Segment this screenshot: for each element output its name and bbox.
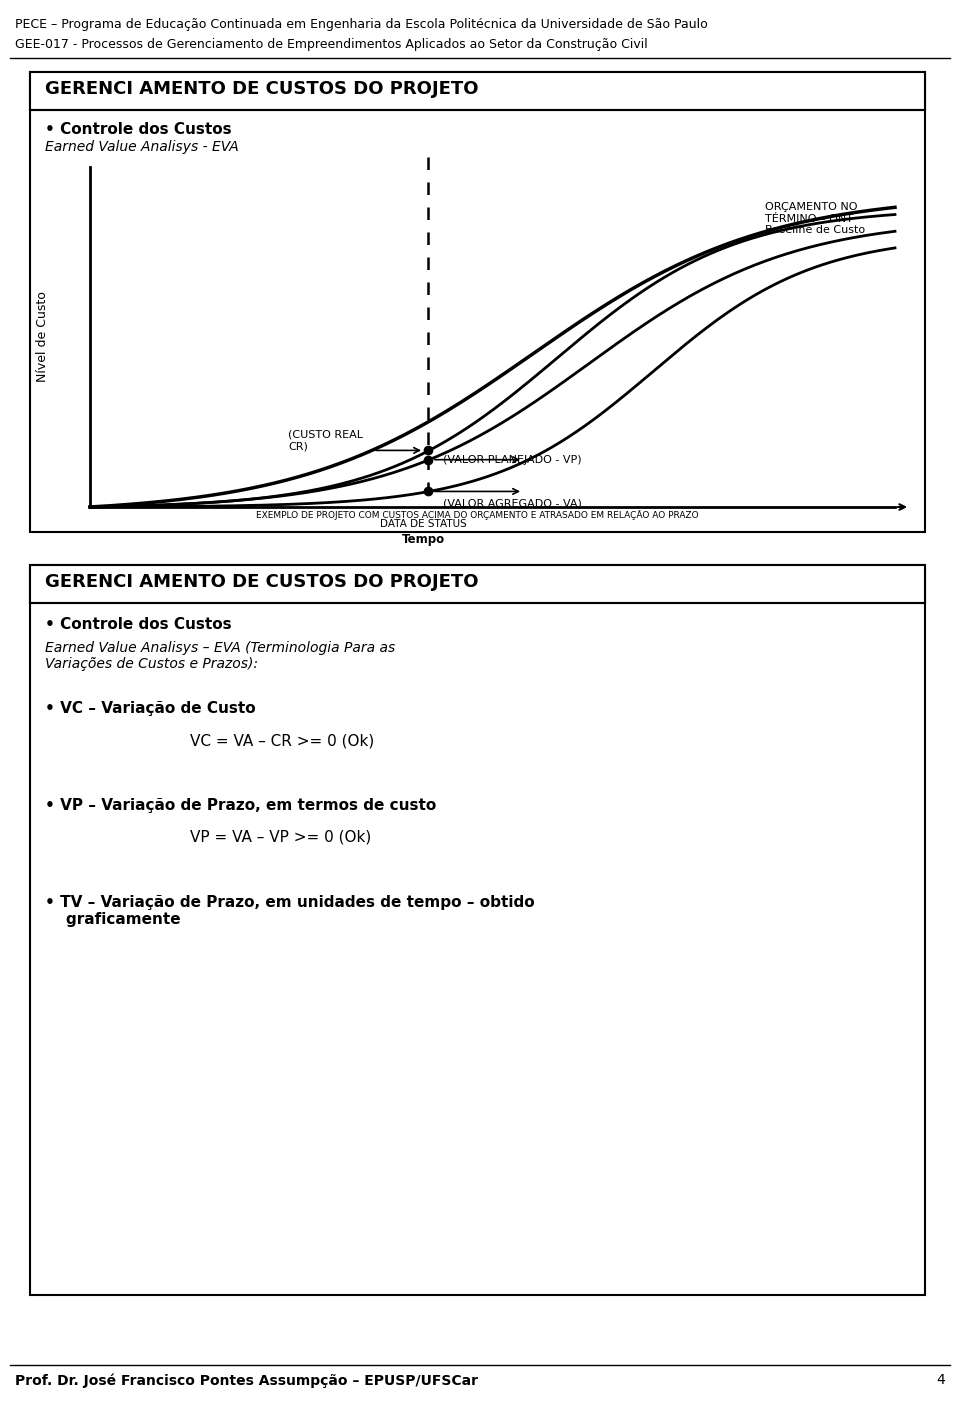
Text: • Controle dos Custos: • Controle dos Custos (45, 123, 231, 137)
Text: 4: 4 (936, 1373, 945, 1387)
Bar (30, 71, 925, 532)
Text: EXEMPLO DE PROJETO COM CUSTOS ACIMA DO ORÇAMENTO E ATRASADO EM RELAÇÃO AO PRAZO: EXEMPLO DE PROJETO COM CUSTOS ACIMA DO O… (255, 511, 698, 520)
Text: • VP – Variação de Prazo, em termos de custo: • VP – Variação de Prazo, em termos de c… (45, 799, 436, 813)
Text: Earned Value Analisys – EVA (Terminologia Para as
Variações de Custos e Prazos):: Earned Value Analisys – EVA (Terminologi… (45, 642, 396, 672)
Text: Nível de Custo: Nível de Custo (36, 291, 49, 382)
Bar (30, 71, 925, 110)
Text: VP = VA – VP >= 0 (Ok): VP = VA – VP >= 0 (Ok) (190, 830, 372, 846)
Text: (VALOR PLANEJADO - VP): (VALOR PLANEJADO - VP) (443, 455, 582, 465)
Text: (CUSTO REAL
CR): (CUSTO REAL CR) (288, 429, 363, 451)
Text: Prof. Dr. José Francisco Pontes Assumpção – EPUSP/UFSCar: Prof. Dr. José Francisco Pontes Assumpçã… (15, 1373, 478, 1387)
Text: ORÇAMENTO NO
TÉRMINO – ONT
Baseline de Custo: ORÇAMENTO NO TÉRMINO – ONT Baseline de C… (765, 202, 865, 235)
Text: • Controle dos Custos: • Controle dos Custos (45, 617, 231, 632)
Text: VC = VA – CR >= 0 (Ok): VC = VA – CR >= 0 (Ok) (190, 733, 374, 749)
Bar (30, 565, 925, 603)
Text: DATA DE STATUS: DATA DE STATUS (379, 519, 467, 529)
Text: (VALOR AGREGADO - VA): (VALOR AGREGADO - VA) (443, 499, 582, 509)
Text: • VC – Variação de Custo: • VC – Variação de Custo (45, 702, 255, 716)
Text: Tempo: Tempo (401, 533, 444, 546)
Text: • TV – Variação de Prazo, em unidades de tempo – obtido
    graficamente: • TV – Variação de Prazo, em unidades de… (45, 896, 535, 927)
Text: Earned Value Analisys - EVA: Earned Value Analisys - EVA (45, 140, 239, 154)
Text: PECE – Programa de Educação Continuada em Engenharia da Escola Politécnica da Un: PECE – Programa de Educação Continuada e… (15, 19, 708, 31)
Text: GEE-017 - Processos de Gerenciamento de Empreendimentos Aplicados ao Setor da Co: GEE-017 - Processos de Gerenciamento de … (15, 39, 648, 51)
Text: GERENCI AMENTO DE CUSTOS DO PROJETO: GERENCI AMENTO DE CUSTOS DO PROJETO (45, 80, 478, 98)
Bar (30, 565, 925, 1295)
Text: GERENCI AMENTO DE CUSTOS DO PROJETO: GERENCI AMENTO DE CUSTOS DO PROJETO (45, 573, 478, 590)
